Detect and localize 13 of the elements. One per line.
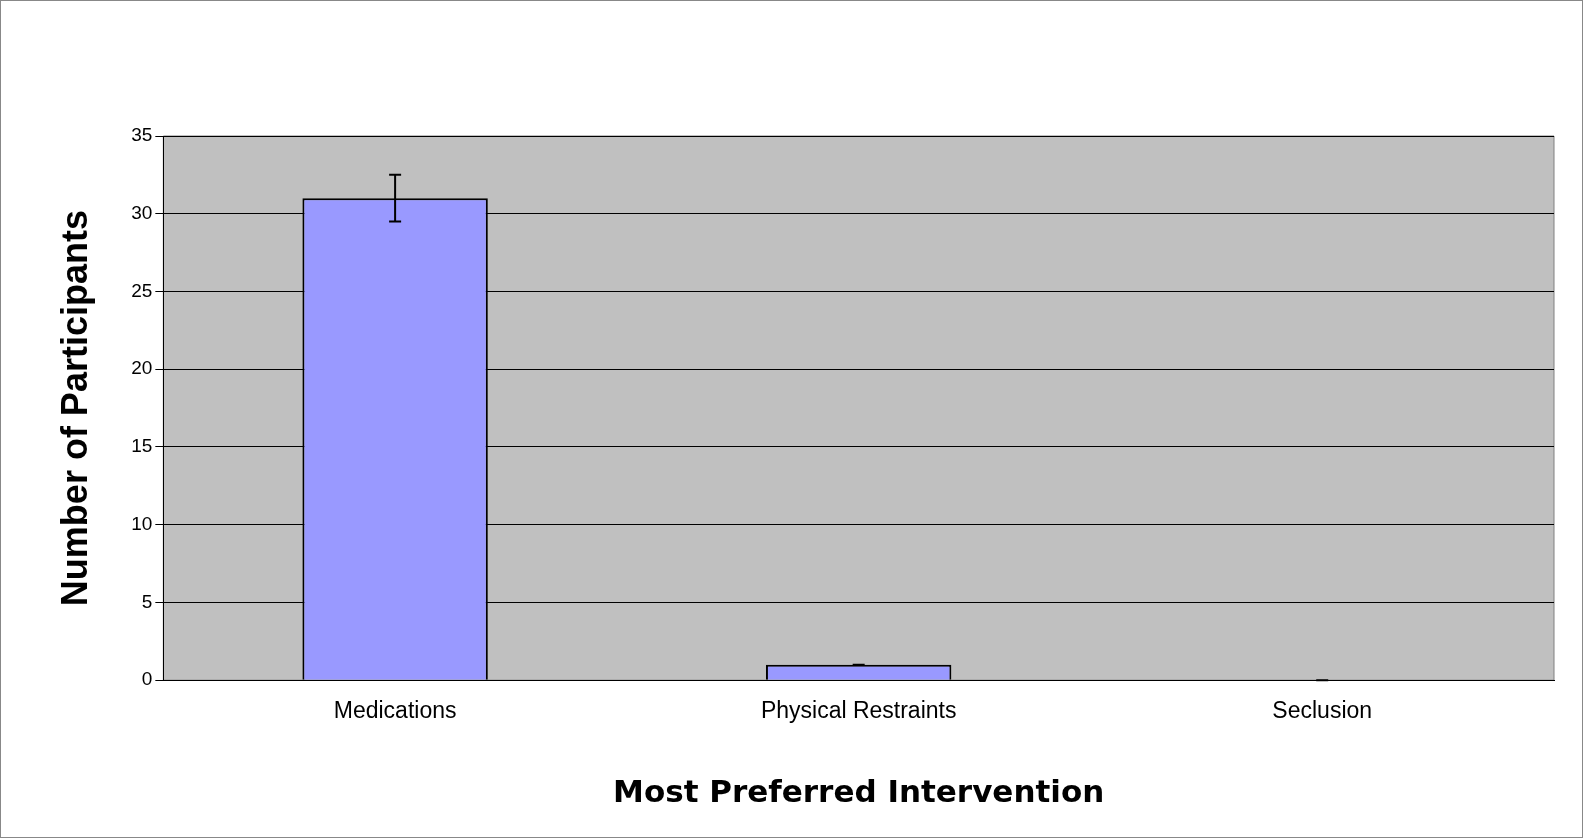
y-axis-title: Number of Participants <box>53 210 95 607</box>
y-tick-label: 35 <box>131 124 153 146</box>
y-tick-label: 0 <box>141 668 153 690</box>
y-tick-label: 10 <box>131 512 153 534</box>
y-tick-label: 25 <box>131 279 153 301</box>
y-tick-label: 15 <box>131 435 153 457</box>
y-tick-label: 20 <box>131 357 153 379</box>
y-tick-label: 5 <box>141 590 153 612</box>
y-tick-label: 30 <box>131 201 153 223</box>
x-axis-title: Most Preferred Intervention <box>613 773 1105 810</box>
x-tick-label: Physical Restraints <box>760 697 957 724</box>
x-tick-label: Medications <box>333 697 457 724</box>
x-tick-label: Seclusion <box>1272 697 1373 724</box>
